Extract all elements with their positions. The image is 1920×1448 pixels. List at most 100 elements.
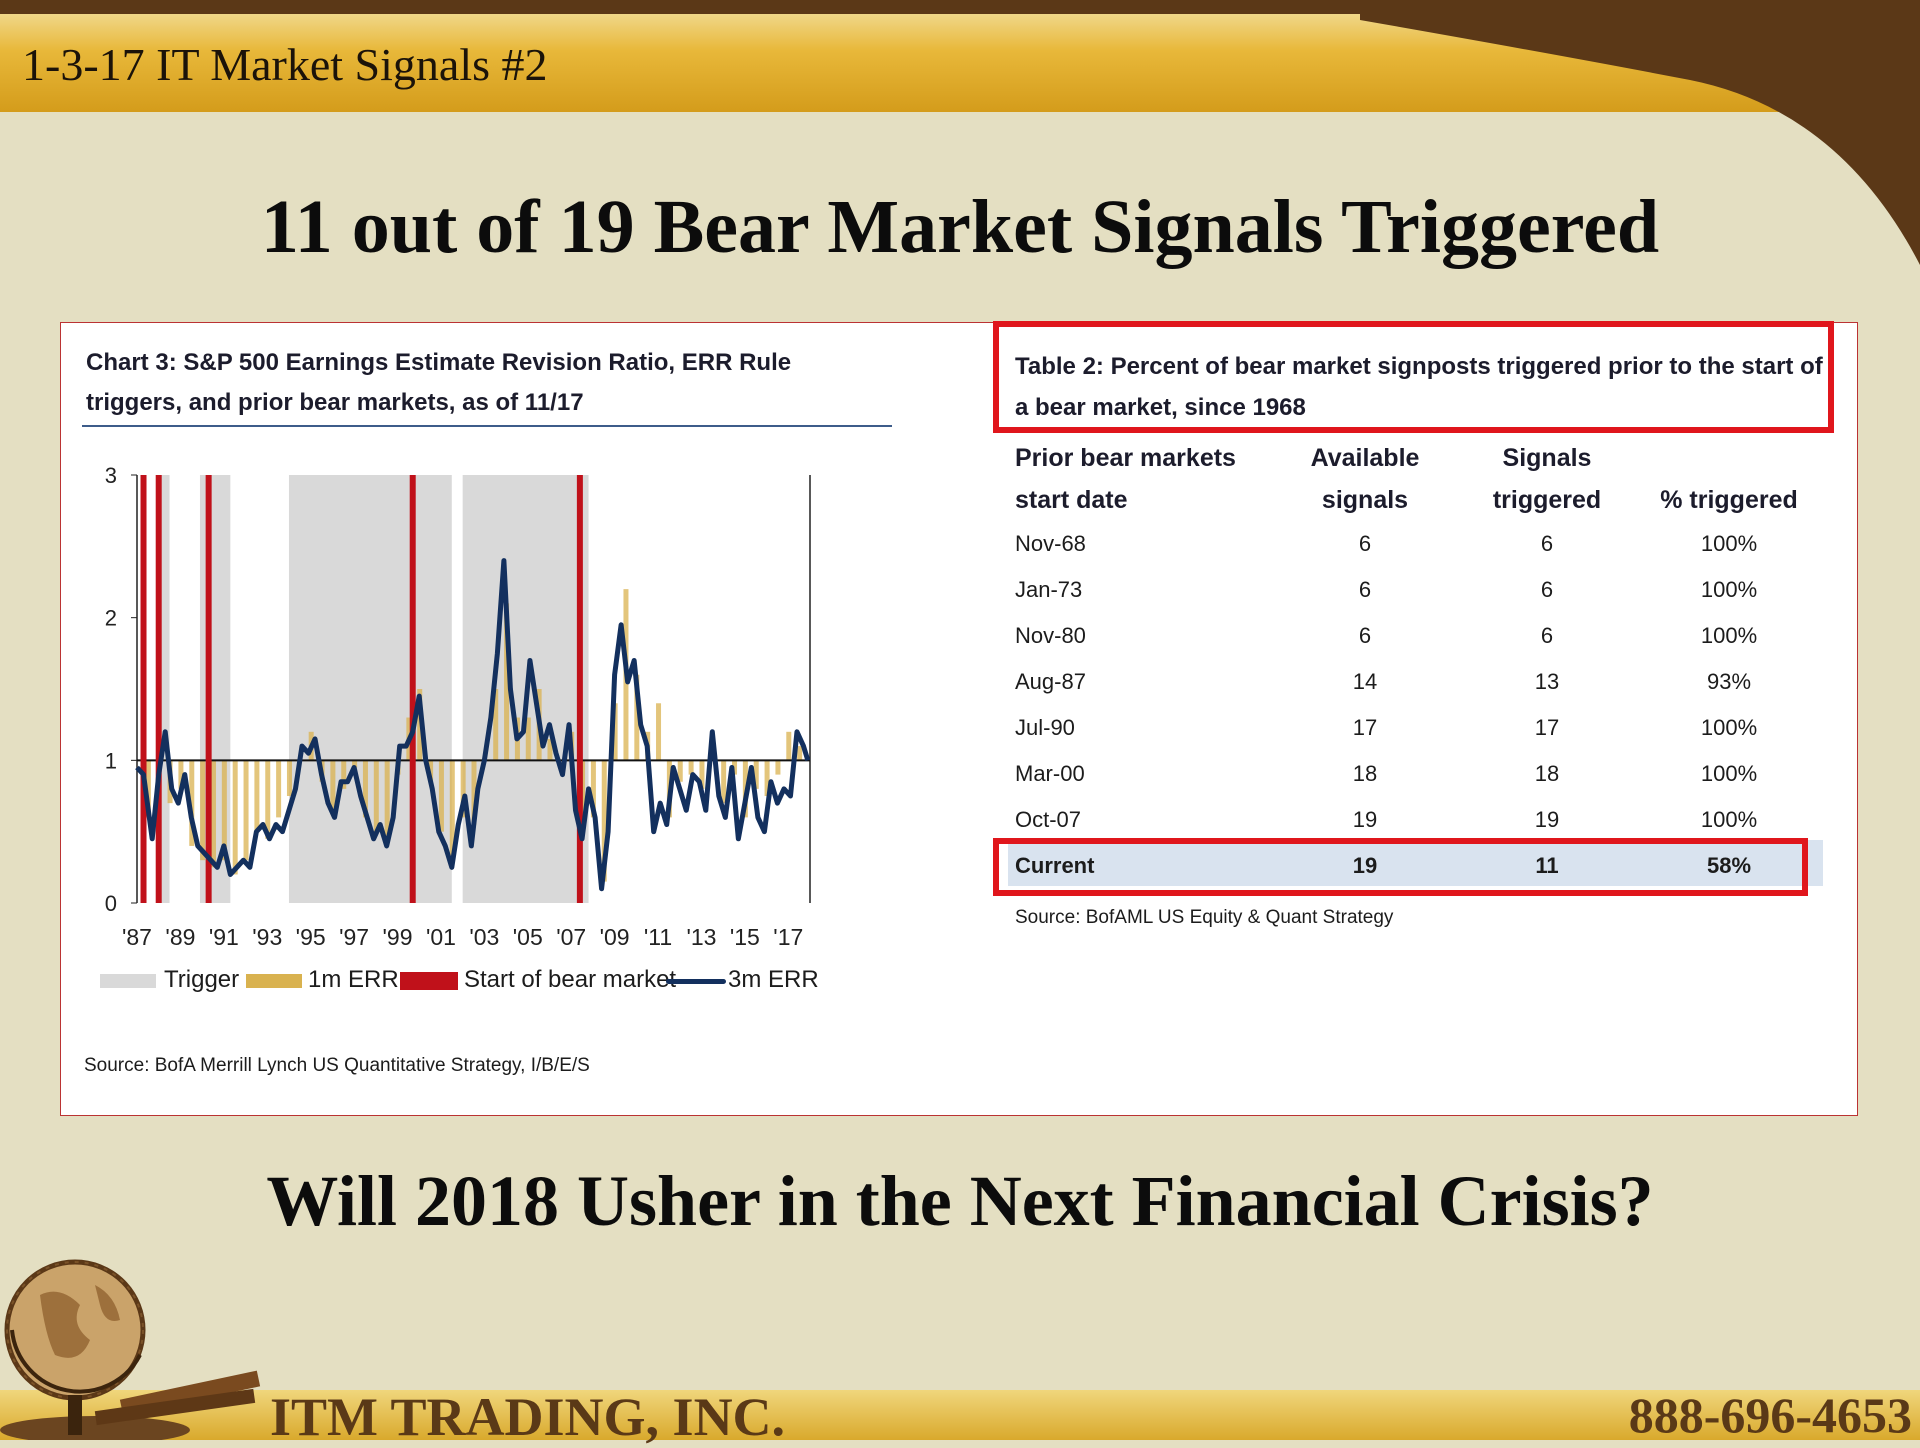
err-1m-bar-10 <box>243 760 249 861</box>
header-corner-swoosh <box>1360 0 1920 265</box>
table-cell-start-date-2: Nov-80 <box>1015 623 1086 648</box>
col-header-triggered-line2: triggered <box>1492 486 1602 514</box>
x-tick-label-15: '17 <box>773 924 803 950</box>
legend-label-trigger: Trigger <box>164 966 240 993</box>
err-1m-bar-38 <box>547 738 553 761</box>
current-row-highlight-box <box>993 838 1808 896</box>
table-cell-pct-6: 100% <box>1700 807 1758 832</box>
trigger-period-2 <box>288 475 452 903</box>
table-cell-start-date-3: Aug-87 <box>1015 669 1086 694</box>
err-1m-bar-60 <box>786 731 792 761</box>
err-1m-bar-12 <box>265 760 271 839</box>
err-1m-bar-1 <box>145 760 151 818</box>
bear-market-start-1 <box>155 475 162 903</box>
col-header-start-date-line1: Prior bear markets <box>1015 444 1236 472</box>
table-cell-available-1: 6 <box>1358 577 1372 602</box>
err-1m-bar-61 <box>797 746 803 761</box>
err-1m-bar-48 <box>656 703 662 761</box>
col-header-available-line2: signals <box>1321 486 1409 514</box>
y-tick-label-1: 1 <box>105 748 117 773</box>
footer-phone: 888-696-4653 <box>1628 1387 1912 1443</box>
table-cell-start-date-0: Nov-68 <box>1015 531 1086 556</box>
table-cell-triggered-7: 11 <box>1535 853 1559 878</box>
err-1m-bar-20 <box>352 760 358 768</box>
err-1m-bar-52 <box>699 760 705 789</box>
table-cell-pct-2: 100% <box>1700 623 1758 648</box>
globe-logo <box>0 1259 261 1440</box>
table-cell-start-date-7: Current <box>1015 853 1095 878</box>
err-1m-bar-57 <box>753 760 759 789</box>
err-1m-bar-33 <box>493 689 499 761</box>
y-tick-label-2: 2 <box>105 606 117 631</box>
err-chart: 0 1 2 3 '87 '89 '91 '93 '95 '97 '99 '01 '03 '05 '07 '09… <box>105 463 811 950</box>
x-tick-label-4: '95 <box>296 924 326 950</box>
col-header-start-date: Prior bear markets start date <box>1015 437 1236 521</box>
x-tick-label-5: '97 <box>339 924 369 950</box>
table-title-highlight-box <box>993 321 1834 433</box>
err-1m-bar-19 <box>341 760 347 789</box>
x-tick-label-1: '89 <box>165 924 195 950</box>
legend-item-bear-start: Start of bear market <box>400 966 676 994</box>
col-header-available-line1: Available <box>1310 444 1420 472</box>
legend-label-bear-start: Start of bear market <box>464 966 677 993</box>
err-1m-bar-22 <box>373 760 379 832</box>
err-1m-bar-9 <box>232 760 238 875</box>
table-cell-triggered-2: 6 <box>1540 623 1554 648</box>
chart-title-rule <box>82 425 892 427</box>
err-1m-bar-31 <box>471 760 477 825</box>
table-cell-pct-3: 93% <box>1706 669 1752 694</box>
table-cell-available-6: 19 <box>1352 807 1378 832</box>
err-1m-bar-46 <box>634 674 640 761</box>
table-title: Table 2: Percent of bear market signpost… <box>1015 353 1823 421</box>
err-1m-bar-18 <box>330 760 336 811</box>
y-tick-label-3: 3 <box>105 463 117 488</box>
bear-market-start-4 <box>576 475 583 903</box>
legend-swatch-bear-start <box>400 972 458 990</box>
err-1m-bar-13 <box>276 760 282 818</box>
x-tick-label-3: '93 <box>252 924 282 950</box>
table-source: Source: BofAML US Equity & Quant Strateg… <box>1015 907 1394 928</box>
x-tick-label-13: '13 <box>686 924 716 950</box>
err-1m-bar-30 <box>460 760 466 818</box>
chart-source: Source: BofA Merrill Lynch US Quantitati… <box>84 1055 590 1076</box>
current-row-shading <box>1008 840 1823 886</box>
table-cell-start-date-1: Jan-73 <box>1015 577 1083 602</box>
err-1m-bar-8 <box>221 760 227 861</box>
slide-label: 1-3-17 IT Market Signals #2 <box>22 39 548 90</box>
legend-item-1m-err: 1m ERR <box>246 966 399 994</box>
col-header-available: Available signals <box>1265 437 1465 521</box>
x-tick-label-2: '91 <box>209 924 239 950</box>
err-1m-bar-4 <box>178 760 184 789</box>
err-1m-bar-28 <box>438 760 444 832</box>
table-cell-pct-5: 100% <box>1700 761 1758 786</box>
err-1m-bar-11 <box>254 760 260 832</box>
err-1m-bar-5 <box>189 760 195 846</box>
table-cell-triggered-0: 6 <box>1540 531 1554 556</box>
table-cell-available-5: 18 <box>1352 761 1378 786</box>
legend-label-1m-err: 1m ERR <box>308 966 399 993</box>
legend-item-trigger: Trigger <box>100 966 239 994</box>
err-1m-bar-36 <box>525 717 531 761</box>
col-header-triggered: Signals triggered <box>1447 437 1647 521</box>
err-1m-bar-51 <box>688 760 694 775</box>
table-cell-available-2: 6 <box>1358 623 1372 648</box>
bear-market-start-0 <box>140 475 147 903</box>
err-1m-bar-44 <box>612 703 618 761</box>
err-1m-bar-50 <box>677 760 683 782</box>
y-tick-label-0: 0 <box>105 891 117 916</box>
err-1m-bar-43 <box>601 760 607 882</box>
slide-title: 11 out of 19 Bear Market Signals Trigger… <box>260 185 1660 269</box>
chart-title: Chart 3: S&P 500 Earnings Estimate Revis… <box>86 349 792 416</box>
x-tick-label-10: '07 <box>556 924 586 950</box>
table-cell-available-3: 14 <box>1352 669 1378 694</box>
x-tick-label-0: '87 <box>122 924 152 950</box>
err-1m-bar-23 <box>384 760 390 839</box>
table-cell-start-date-5: Mar-00 <box>1015 761 1085 786</box>
bear-market-start-3 <box>409 475 416 903</box>
legend-swatch-3m-err <box>666 979 726 984</box>
err-1m-bar-42 <box>590 760 596 818</box>
col-header-pct-line2: % triggered <box>1660 486 1798 514</box>
err-1m-bar-29 <box>449 760 455 861</box>
err-1m-bar-58 <box>764 760 770 796</box>
legend-swatch-1m-err <box>246 974 302 988</box>
